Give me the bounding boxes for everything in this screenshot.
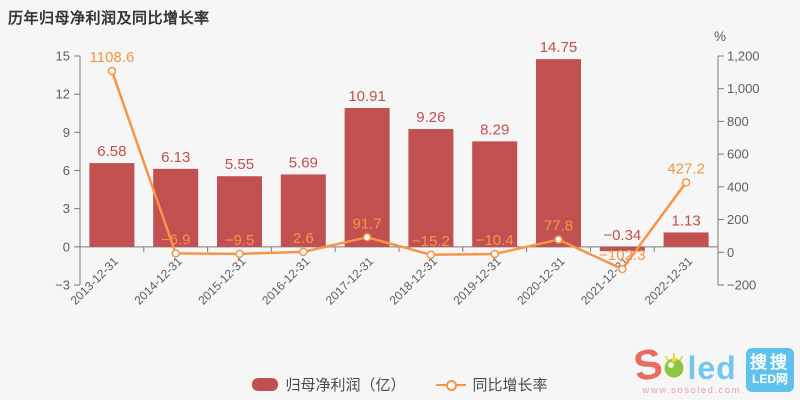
x-axis-label: 2016-12-31 (259, 254, 313, 308)
x-axis-label: 2020-12-31 (514, 254, 568, 308)
bar-value-label: 5.69 (289, 154, 318, 171)
bar-value-label: 9.26 (416, 109, 445, 126)
legend-bar-label: 归母净利润（亿） (285, 377, 406, 394)
right-axis-label: 600 (727, 147, 749, 162)
line-point (235, 249, 244, 259)
right-axis-label: 1,000 (727, 81, 760, 96)
bar-series-swatch (252, 378, 279, 391)
x-axis-label: 2022-12-31 (642, 254, 696, 308)
logo-letter-s: S (630, 339, 667, 391)
right-axis-label: 1,200 (727, 49, 760, 64)
line-point (554, 235, 563, 244)
bar (280, 174, 326, 247)
bar-series: 6.58 6.13 5.55 5.69 10.91 9.26 8.29 14.75 −0.34 1… (89, 39, 709, 252)
logo-url: www.sosoled.com (642, 385, 741, 396)
line-point (171, 249, 180, 258)
line-swatch-marker (445, 379, 457, 391)
soled-logo: S led www.sosoled.com (630, 339, 794, 396)
left-axis-label: 15 (56, 49, 70, 64)
bar (344, 108, 390, 247)
line-point (681, 178, 691, 187)
line-series-swatch (435, 379, 466, 391)
line-value-label: 427.2 (667, 160, 705, 177)
legend-item-line-series[interactable]: 同比增长率 (435, 374, 548, 395)
bar (408, 129, 454, 247)
soled-badge: 搜搜 LED网 (746, 348, 794, 392)
x-axis-label: 2014-12-31 (132, 254, 186, 308)
line-value-label: −9.5 (225, 232, 255, 249)
badge-line1: 搜搜 (750, 353, 790, 373)
right-axis-label: 0 (727, 245, 734, 260)
right-axis-ticks: −200 0 200 400 600 800 1,000 1,200 (718, 49, 760, 293)
line-value-label: 1108.6 (90, 49, 135, 66)
logo-text-led: led (687, 350, 737, 386)
x-axis-label: 2015-12-31 (195, 254, 249, 308)
chart-title: 历年归母净利润及同比增长率 (8, 10, 210, 27)
bar (663, 232, 709, 247)
line-value-label: −15.2 (412, 233, 450, 250)
bar (599, 246, 645, 252)
left-axis-label: 9 (63, 125, 70, 140)
growth-line (110, 70, 688, 271)
left-axis-label: −3 (55, 278, 70, 293)
right-axis-label: 200 (727, 212, 749, 227)
left-axis-label: 0 (63, 239, 70, 254)
line-point (362, 233, 372, 242)
line-point (618, 264, 627, 274)
line-point (299, 247, 308, 257)
right-axis-unit: % (714, 29, 726, 44)
x-axis-label: 2018-12-31 (387, 254, 441, 308)
line-series: 1108.6 −6.9 −9.5 2.6 91.7 −15.2 −10.4 77.8 −102.… (90, 49, 705, 274)
line-point (490, 249, 499, 259)
line-value-label: 2.6 (293, 230, 314, 247)
line-value-label: 77.8 (544, 218, 573, 235)
bar-value-label: −0.34 (603, 227, 641, 244)
x-axis-label: 2013-12-31 (68, 254, 122, 308)
bar (89, 163, 135, 247)
line-value-label: 91.7 (352, 215, 381, 232)
line-point (426, 250, 436, 260)
line-value-label: −10.4 (476, 232, 514, 249)
line-point (107, 66, 117, 76)
left-axis-label: 12 (56, 87, 70, 102)
bar-value-label: 1.13 (671, 212, 700, 229)
left-axis-label: 3 (63, 201, 70, 216)
legend: 归母净利润（亿） 同比增长率 (0, 374, 800, 395)
badge-line2: LED网 (751, 371, 788, 386)
left-axis-label: 6 (63, 163, 70, 178)
bar-value-label: 5.55 (225, 156, 254, 173)
bar (536, 59, 581, 247)
legend-line-label: 同比增长率 (472, 377, 548, 394)
bar-value-label: 8.29 (480, 121, 509, 138)
right-axis-label: 800 (727, 114, 749, 129)
bar (472, 141, 518, 247)
right-axis-label: 400 (727, 179, 749, 194)
bar (217, 176, 262, 247)
x-axis-label: 2017-12-31 (323, 254, 377, 308)
soled-wordmark: S led www.sosoled.com (630, 339, 741, 396)
lightbulb-icon (662, 350, 686, 384)
line-value-label: −6.9 (161, 231, 191, 248)
bar-value-label: 6.13 (161, 149, 190, 166)
combo-chart: −3 0 3 6 9 12 15 −200 0 200 400 600 800 1,000 1,200% 20… (55, 29, 760, 308)
x-axis-label: 2019-12-31 (451, 254, 505, 308)
legend-item-bar-series[interactable]: 归母净利润（亿） (252, 374, 406, 395)
bar-value-label: 14.75 (540, 39, 578, 56)
soled-wordmark-row: S led (630, 339, 737, 391)
left-axis-ticks: −3 0 3 6 9 12 15 (55, 49, 80, 293)
right-axis-label: −200 (727, 278, 756, 293)
line-value-label: −102.3 (599, 247, 645, 264)
bar-value-label: 6.58 (97, 143, 126, 160)
bar-value-label: 10.91 (348, 88, 386, 105)
